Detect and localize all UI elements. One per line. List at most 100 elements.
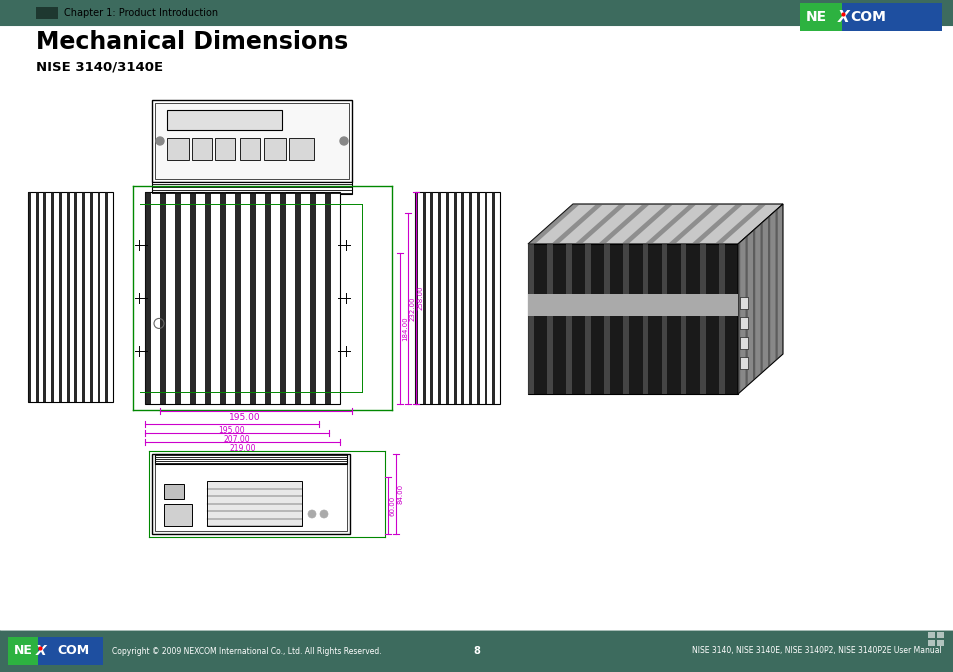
Bar — [154, 461, 347, 462]
Circle shape — [156, 137, 164, 145]
Bar — [492, 192, 495, 404]
Bar — [8, 637, 38, 665]
Polygon shape — [620, 204, 673, 244]
Bar — [240, 138, 260, 160]
Bar — [190, 192, 195, 404]
Text: COM: COM — [849, 10, 885, 24]
Polygon shape — [604, 244, 610, 394]
Text: X: X — [35, 644, 47, 658]
Bar — [152, 193, 352, 194]
Polygon shape — [527, 204, 782, 244]
Bar — [44, 192, 47, 402]
Polygon shape — [644, 204, 696, 244]
Bar — [82, 192, 85, 402]
Bar — [927, 640, 934, 646]
Bar — [927, 632, 934, 638]
Polygon shape — [691, 204, 742, 244]
Bar — [59, 192, 62, 402]
Text: COM: COM — [57, 644, 89, 657]
Bar — [167, 110, 282, 130]
Bar — [310, 192, 315, 404]
Bar — [28, 192, 112, 402]
Polygon shape — [744, 235, 747, 387]
Polygon shape — [527, 244, 738, 394]
Polygon shape — [527, 244, 533, 394]
Polygon shape — [551, 204, 602, 244]
Text: Copyright © 2009 NEXCOM International Co., Ltd. All Rights Reserved.: Copyright © 2009 NEXCOM International Co… — [112, 646, 381, 655]
Bar — [152, 182, 352, 194]
Polygon shape — [760, 222, 762, 374]
Bar — [152, 190, 352, 191]
Text: 84.00: 84.00 — [397, 484, 403, 504]
Bar — [38, 637, 103, 665]
Polygon shape — [584, 244, 590, 394]
Text: Mechanical Dimensions: Mechanical Dimensions — [36, 30, 348, 54]
Text: NISE 3140, NISE 3140E, NISE 3140P2, NISE 3140P2E User Manual: NISE 3140, NISE 3140E, NISE 3140P2, NISE… — [692, 646, 941, 655]
Bar — [35, 192, 38, 402]
Bar — [415, 192, 499, 404]
Polygon shape — [680, 244, 686, 394]
Text: NE: NE — [13, 644, 32, 657]
Bar — [152, 187, 352, 188]
Polygon shape — [574, 204, 626, 244]
Polygon shape — [623, 244, 629, 394]
Bar — [51, 192, 54, 402]
Polygon shape — [661, 244, 667, 394]
Bar — [97, 192, 100, 402]
Polygon shape — [527, 294, 738, 316]
Bar — [294, 192, 300, 404]
Bar — [154, 457, 347, 531]
Text: Chapter 1: Product Introduction: Chapter 1: Product Introduction — [64, 8, 218, 18]
Polygon shape — [527, 204, 579, 244]
Bar — [154, 457, 347, 458]
Text: 258.00: 258.00 — [417, 286, 423, 310]
Circle shape — [319, 510, 328, 518]
Text: 232.00: 232.00 — [410, 296, 416, 321]
Text: 219.00: 219.00 — [229, 444, 255, 453]
Bar — [740, 337, 747, 349]
Bar — [476, 192, 479, 404]
Text: NISE 3140/3140E: NISE 3140/3140E — [36, 61, 163, 74]
Bar — [214, 138, 234, 160]
Text: 60.00: 60.00 — [390, 495, 395, 515]
Bar — [67, 192, 70, 402]
Bar — [145, 192, 151, 404]
Bar — [250, 192, 255, 404]
Text: 184.00: 184.00 — [401, 316, 408, 341]
Polygon shape — [714, 204, 766, 244]
Bar — [152, 184, 352, 185]
Bar — [740, 357, 747, 369]
Bar — [192, 138, 212, 160]
Bar — [0, 0, 953, 24]
Bar — [105, 192, 108, 402]
Polygon shape — [642, 244, 648, 394]
Bar — [36, 7, 58, 19]
Bar — [152, 454, 350, 534]
Bar — [164, 484, 184, 499]
Bar — [220, 192, 226, 404]
Bar — [234, 192, 240, 404]
Bar — [154, 103, 349, 179]
Bar — [484, 192, 487, 404]
Polygon shape — [546, 244, 552, 394]
Bar — [145, 192, 339, 404]
Bar — [0, 630, 953, 672]
Bar — [430, 192, 433, 404]
Bar — [154, 454, 347, 464]
Polygon shape — [738, 242, 740, 394]
Bar — [174, 192, 180, 404]
Circle shape — [339, 137, 348, 145]
Polygon shape — [719, 244, 724, 394]
Bar — [800, 3, 841, 31]
Polygon shape — [738, 204, 782, 394]
Bar — [160, 192, 166, 404]
Bar — [167, 138, 189, 160]
Bar — [841, 3, 941, 31]
Text: 195.00: 195.00 — [218, 426, 245, 435]
Bar — [152, 100, 352, 182]
Bar — [422, 192, 425, 404]
Bar — [205, 192, 211, 404]
Bar — [289, 138, 314, 160]
Text: X: X — [838, 9, 849, 24]
Bar — [74, 192, 77, 402]
